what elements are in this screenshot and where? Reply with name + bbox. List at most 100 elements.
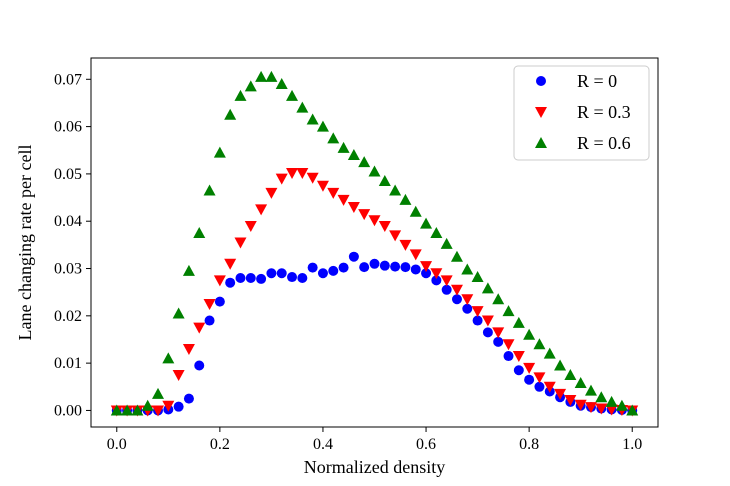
data-point <box>389 230 402 242</box>
x-tick-label: 1.0 <box>622 436 642 453</box>
data-point <box>564 395 577 407</box>
data-point <box>172 369 185 381</box>
data-point <box>441 284 452 295</box>
data-point <box>430 227 443 239</box>
data-point <box>265 187 278 199</box>
data-point <box>347 202 360 214</box>
data-point <box>399 193 412 205</box>
x-tick-label: 0.4 <box>313 436 333 453</box>
data-point <box>173 401 184 412</box>
y-tick-label: 0.04 <box>54 213 82 230</box>
data-point <box>276 268 287 279</box>
data-point <box>584 384 597 396</box>
data-point <box>378 220 391 232</box>
data-point <box>121 404 134 416</box>
data-point <box>286 89 299 101</box>
data-point <box>482 327 493 338</box>
data-point <box>194 360 205 371</box>
data-point <box>574 377 587 389</box>
legend-label: R = 0 <box>577 71 617 91</box>
x-tick-label: 0.8 <box>519 436 539 453</box>
data-point <box>306 113 319 125</box>
data-point <box>368 165 381 177</box>
data-point <box>214 296 225 307</box>
data-point <box>213 275 226 287</box>
data-point <box>503 351 514 362</box>
data-point <box>234 237 247 249</box>
data-point <box>266 268 277 279</box>
data-point <box>152 387 165 399</box>
data-point <box>523 328 536 340</box>
data-point <box>409 205 422 217</box>
data-point <box>462 303 473 314</box>
data-point <box>224 258 237 270</box>
data-point <box>110 404 123 416</box>
data-point <box>131 404 144 416</box>
data-point <box>316 180 329 192</box>
y-tick-label: 0.03 <box>54 261 82 278</box>
legend-label: R = 0.6 <box>577 133 631 153</box>
data-point <box>554 388 567 400</box>
data-point <box>615 399 628 411</box>
data-point <box>245 272 256 283</box>
series-2 <box>110 167 639 417</box>
data-point <box>481 282 494 294</box>
data-point <box>172 307 185 319</box>
data-point <box>182 264 195 276</box>
data-point <box>564 368 577 380</box>
x-tick-label: 0.0 <box>107 436 127 453</box>
plot-frame <box>90 57 659 428</box>
data-point <box>183 393 194 404</box>
y-tick-label: 0.02 <box>54 308 82 325</box>
data-point <box>554 359 567 371</box>
data-point <box>512 316 525 328</box>
legend-label: R = 0.3 <box>577 102 631 122</box>
data-point <box>244 220 257 232</box>
data-point <box>626 404 639 416</box>
data-point <box>493 336 504 347</box>
legend-marker <box>536 76 546 86</box>
data-point <box>543 347 556 359</box>
data-point <box>471 271 484 283</box>
data-point <box>543 381 556 393</box>
data-point <box>162 400 175 412</box>
data-point <box>235 272 246 283</box>
data-point <box>420 261 433 273</box>
x-axis-label: Normalized density <box>304 457 445 477</box>
data-point <box>368 215 381 227</box>
data-point <box>275 78 288 90</box>
data-point <box>451 294 462 305</box>
data-point <box>440 275 453 287</box>
data-point <box>287 272 298 283</box>
data-point <box>327 132 340 144</box>
data-point <box>431 275 442 286</box>
data-point <box>213 146 226 158</box>
series-3 <box>110 70 639 416</box>
y-tick-label: 0.05 <box>54 166 82 183</box>
data-point <box>347 148 360 160</box>
data-point <box>399 239 412 251</box>
data-point <box>275 173 288 185</box>
data-point <box>450 250 463 262</box>
data-point <box>193 227 206 239</box>
data-point <box>430 268 443 280</box>
data-point <box>605 404 618 416</box>
data-point <box>502 305 515 317</box>
data-point <box>255 70 268 82</box>
data-point <box>337 141 350 153</box>
data-point <box>307 262 318 273</box>
data-point <box>533 372 546 384</box>
data-point <box>450 284 463 296</box>
data-point <box>369 258 380 269</box>
data-point <box>255 204 268 216</box>
data-point <box>337 194 350 206</box>
data-point <box>327 187 340 199</box>
data-point <box>534 381 545 392</box>
data-point <box>265 70 278 82</box>
x-tick-label: 0.2 <box>210 436 230 453</box>
x-tick-label: 0.6 <box>416 436 436 453</box>
data-point <box>605 395 618 407</box>
data-point <box>471 306 484 318</box>
data-point <box>317 268 328 279</box>
